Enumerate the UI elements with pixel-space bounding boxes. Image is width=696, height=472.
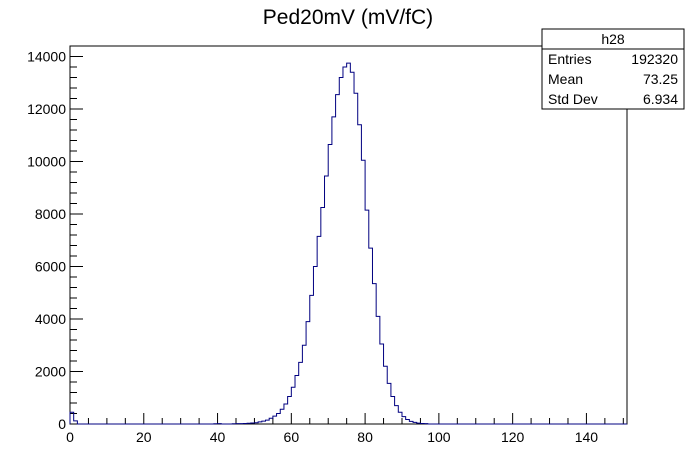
y-tick-label: 2000 — [35, 364, 66, 380]
x-axis: 0 20 40 60 80 100 120 140 — [66, 413, 624, 445]
stats-row-value: 6.934 — [643, 91, 678, 107]
x-tick-label: 80 — [357, 429, 373, 445]
x-tick-label: 60 — [284, 429, 300, 445]
y-tick-label: 4000 — [35, 311, 66, 327]
y-tick-label: 10000 — [27, 154, 66, 170]
stats-row-value: 73.25 — [643, 71, 678, 87]
stats-box-border — [541, 28, 685, 110]
stats-row-label: Mean — [548, 71, 583, 87]
stats-row-label: Std Dev — [548, 91, 598, 107]
stats-box-name: h28 — [601, 31, 625, 47]
x-tick-label: 40 — [210, 429, 226, 445]
histogram-series-line — [69, 62, 627, 425]
stats-box: h28 Entries 192320 Mean 73.25 Std Dev 6.934 — [541, 28, 685, 110]
x-tick-label: 140 — [575, 429, 599, 445]
stats-row-value: 192320 — [631, 51, 678, 67]
x-tick-label: 100 — [427, 429, 451, 445]
y-axis: 0 2000 4000 6000 8000 10000 12000 14000 — [27, 45, 83, 432]
y-tick-label: 8000 — [35, 206, 66, 222]
chart-title: Ped20mV (mV/fC) — [263, 6, 433, 29]
y-tick-label: 12000 — [27, 101, 66, 117]
x-tick-label: 120 — [501, 429, 525, 445]
y-tick-label: 14000 — [27, 49, 66, 65]
x-tick-label: 20 — [136, 429, 152, 445]
y-tick-label: 0 — [58, 416, 66, 432]
stats-row-label: Entries — [548, 51, 592, 67]
x-tick-label: 0 — [66, 429, 74, 445]
y-tick-label: 6000 — [35, 259, 66, 275]
